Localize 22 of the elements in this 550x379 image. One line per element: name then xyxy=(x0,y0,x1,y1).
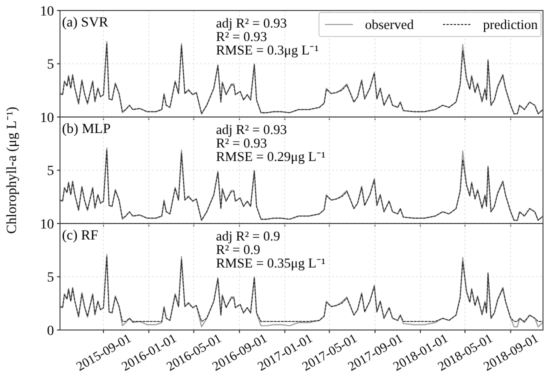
y-tick-label: 5 xyxy=(47,164,54,180)
annotation: adj R² = 0.93 xyxy=(216,16,288,30)
y-tick-label: 5 xyxy=(47,270,54,286)
annotation: RMSE = 0.35μg L⁻¹ xyxy=(216,256,326,270)
annotation: (c) RF xyxy=(62,228,98,244)
annotation: RMSE = 0.3μg L⁻¹ xyxy=(216,42,319,58)
annotation: R² = 0.9 xyxy=(216,242,261,257)
annotation: (b) MLP xyxy=(62,122,111,137)
y-tick-label: 10 xyxy=(40,217,54,232)
y-axis-title: Chlorophyll-a (μg L⁻¹) xyxy=(5,106,20,234)
y-tick-label: 10 xyxy=(40,110,54,126)
annotation: RMSE = 0.29μg L⁻¹ xyxy=(216,149,326,164)
y-tick-label: 10 xyxy=(40,4,54,20)
legend-label: prediction xyxy=(483,17,538,32)
y-tick-label: 0 xyxy=(47,324,54,339)
annotation: R² = 0.93 xyxy=(216,136,268,150)
annotation: adj R² = 0.93 xyxy=(216,122,288,137)
annotation: R² = 0.93 xyxy=(216,29,268,44)
annotation: (a) SVR xyxy=(62,16,109,30)
legend-label: observed xyxy=(365,17,414,32)
y-tick-label: 5 xyxy=(47,58,54,73)
annotation: adj R² = 0.9 xyxy=(216,228,280,244)
